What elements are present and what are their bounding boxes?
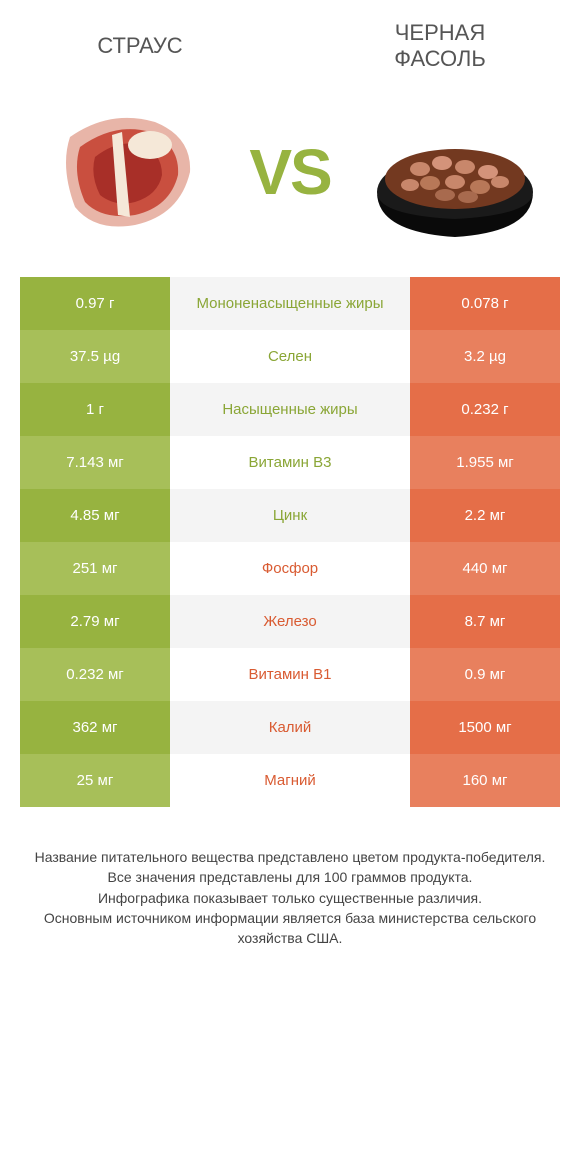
nutrient-name: Железо [170,595,410,648]
nutrient-name: Селен [170,330,410,383]
table-row: 2.79 мгЖелезо8.7 мг [20,595,560,648]
images-row: VS [20,97,560,247]
right-value: 160 мг [410,754,560,807]
table-row: 0.232 мгВитамин B10.9 мг [20,648,560,701]
footer-notes: Название питательного вещества представл… [20,847,560,948]
vs-label: VS [249,135,330,209]
right-value: 1500 мг [410,701,560,754]
left-food-image [40,97,210,247]
steak-icon [40,97,210,247]
nutrient-name: Фосфор [170,542,410,595]
left-value: 2.79 мг [20,595,170,648]
table-row: 1 гНасыщенные жиры0.232 г [20,383,560,436]
table-row: 37.5 µgСелен3.2 µg [20,330,560,383]
table-row: 251 мгФосфор440 мг [20,542,560,595]
left-value: 0.97 г [20,277,170,330]
table-row: 362 мгКалий1500 мг [20,701,560,754]
nutrient-name: Магний [170,754,410,807]
comparison-table: 0.97 гМононенасыщенные жиры0.078 г37.5 µ… [20,277,560,807]
right-food-title: ЧЕРНАЯ ФАСОЛЬ [350,20,530,72]
left-value: 25 мг [20,754,170,807]
left-value: 251 мг [20,542,170,595]
left-value: 37.5 µg [20,330,170,383]
right-value: 1.955 мг [410,436,560,489]
right-value: 0.9 мг [410,648,560,701]
table-row: 25 мгМагний160 мг [20,754,560,807]
header: СТРАУС ЧЕРНАЯ ФАСОЛЬ [20,20,560,72]
footer-line: Инфографика показывает только существенн… [30,888,550,908]
left-food-title: СТРАУС [50,33,230,59]
footer-line: Основным источником информации является … [30,908,550,949]
right-value: 0.078 г [410,277,560,330]
footer-line: Все значения представлены для 100 граммо… [30,867,550,887]
nutrient-name: Мононенасыщенные жиры [170,277,410,330]
table-row: 4.85 мгЦинк2.2 мг [20,489,560,542]
footer-line: Название питательного вещества представл… [30,847,550,867]
nutrient-name: Насыщенные жиры [170,383,410,436]
left-value: 4.85 мг [20,489,170,542]
right-food-image [370,97,540,247]
left-value: 0.232 мг [20,648,170,701]
nutrient-name: Калий [170,701,410,754]
nutrient-name: Витамин B1 [170,648,410,701]
right-value: 3.2 µg [410,330,560,383]
left-value: 362 мг [20,701,170,754]
left-value: 1 г [20,383,170,436]
beans-bowl-icon [370,97,540,247]
right-value: 8.7 мг [410,595,560,648]
right-value: 0.232 г [410,383,560,436]
nutrient-name: Витамин B3 [170,436,410,489]
left-value: 7.143 мг [20,436,170,489]
table-row: 0.97 гМононенасыщенные жиры0.078 г [20,277,560,330]
table-row: 7.143 мгВитамин B31.955 мг [20,436,560,489]
nutrient-name: Цинк [170,489,410,542]
right-value: 2.2 мг [410,489,560,542]
right-value: 440 мг [410,542,560,595]
